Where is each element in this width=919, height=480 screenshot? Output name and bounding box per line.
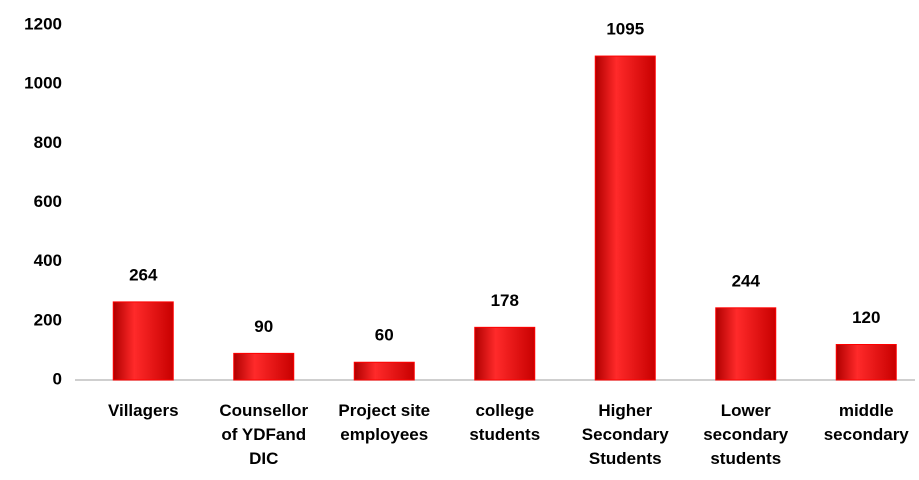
y-tick-label: 1000 (24, 74, 62, 93)
value-label: 1095 (606, 20, 644, 39)
y-tick-label: 400 (34, 251, 62, 270)
bar (233, 352, 295, 381)
value-label: 120 (852, 308, 880, 327)
y-tick-label: 800 (34, 133, 62, 152)
x-tick-label: Higher Secondary Students (581, 401, 669, 468)
x-tick-label: Project site employees (338, 401, 431, 444)
bar (353, 361, 415, 381)
value-label: 60 (375, 326, 394, 345)
y-tick-label: 600 (34, 192, 62, 211)
y-tick-label: 1200 (24, 14, 62, 33)
bar (112, 301, 174, 381)
x-tick-label: college students (469, 401, 541, 444)
x-tick-label: Lower secondary students (703, 401, 789, 468)
bar (474, 326, 536, 381)
y-tick-label: 0 (53, 369, 62, 388)
x-tick-label: Counsellor of YDFand DIC (219, 401, 309, 468)
bar (835, 344, 897, 381)
value-label: 90 (254, 317, 273, 336)
bar (715, 307, 777, 381)
bar (594, 55, 656, 381)
x-tick-label: middle secondary (823, 401, 909, 444)
value-label: 178 (491, 291, 519, 310)
value-label: 264 (129, 265, 158, 284)
value-label: 244 (732, 271, 761, 290)
x-tick-label: Villagers (107, 401, 179, 420)
y-tick-label: 200 (34, 310, 62, 329)
